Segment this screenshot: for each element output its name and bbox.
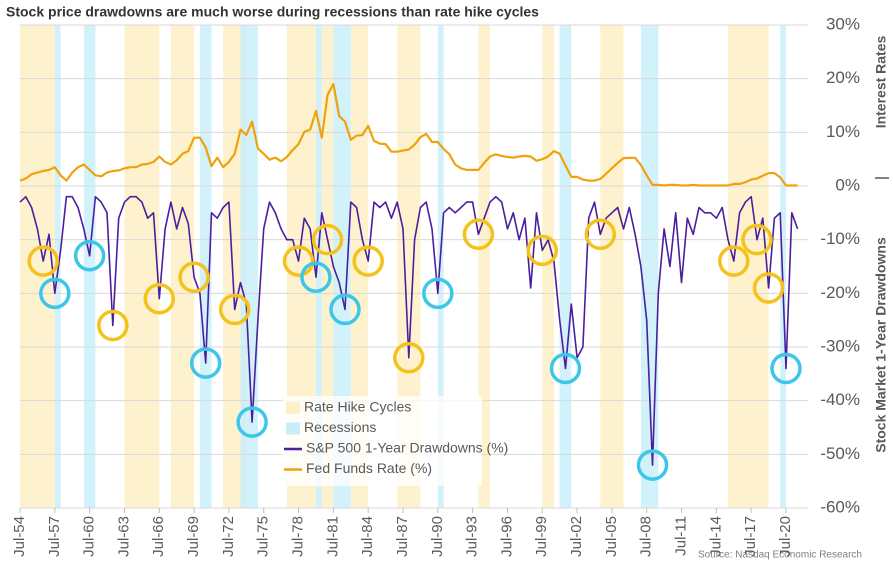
y-tick-label: -50%: [820, 444, 860, 463]
rate-hike-trough: [752, 272, 785, 304]
band: [437, 25, 444, 508]
rate-hike-trough: [462, 218, 495, 251]
chart-title: Stock price drawdowns are much worse dur…: [6, 4, 539, 20]
band: [640, 25, 659, 508]
y-axis-title: Interest Rates: [873, 35, 889, 128]
recession-trough: [329, 293, 361, 326]
legend-label: Fed Funds Rate (%): [306, 460, 432, 476]
y-tick-label: 20%: [826, 68, 860, 87]
x-tick-label: Jul-75: [255, 516, 272, 557]
legend-label: S&P 500 1-Year Drawdowns (%): [306, 440, 508, 456]
recession-trough: [770, 352, 802, 385]
band: [780, 25, 786, 508]
y-axis-title: Stock Market 1-Year Drawdowns: [873, 237, 889, 453]
legend-label: Recessions: [304, 419, 376, 435]
band: [315, 25, 322, 508]
rate-hike-trough: [143, 282, 176, 315]
y-tick-label: 30%: [826, 14, 860, 33]
x-tick-label: Jul-99: [533, 516, 550, 557]
x-tick-label: Jul-69: [185, 516, 202, 557]
rate-hike-trough: [352, 245, 384, 277]
x-tick-label: Jul-81: [324, 516, 341, 557]
x-tick-label: Jul-08: [638, 516, 655, 557]
band: [170, 25, 195, 508]
band: [559, 25, 572, 508]
band: [20, 25, 55, 508]
x-tick-label: Jul-72: [220, 516, 237, 557]
x-tick-label: Jul-66: [150, 516, 167, 557]
band: [333, 25, 351, 508]
y-tick-label: -10%: [820, 229, 860, 248]
legend-box: [282, 396, 482, 486]
recession-trough: [39, 277, 71, 310]
recession-trough: [189, 347, 222, 379]
x-tick-label: Jul-78: [290, 516, 307, 557]
series-line: [19, 82, 798, 187]
recession-trough: [549, 352, 582, 385]
band: [600, 25, 624, 508]
rate-hike-trough: [393, 341, 425, 374]
x-tick-label: Jul-96: [498, 516, 515, 557]
rate-hike-trough: [178, 261, 210, 293]
x-tick-label: Jul-20: [777, 516, 794, 557]
y-tick-label: 0%: [835, 175, 860, 194]
x-tick-label: Jul-05: [603, 516, 620, 557]
legend-swatch: [286, 402, 300, 414]
x-tick-label: Jul-02: [568, 516, 585, 557]
band: [199, 25, 212, 508]
band: [83, 25, 96, 508]
x-tick-label: Jul-57: [46, 516, 63, 557]
y-tick-label: -60%: [820, 497, 860, 516]
x-tick-label: Jul-60: [81, 516, 98, 557]
x-tick-label: Jul-93: [464, 516, 481, 557]
x-tick-label: Jul-17: [742, 516, 759, 557]
recession-trough: [236, 406, 268, 438]
x-tick-label: Jul-90: [429, 516, 446, 557]
rate-hike-trough: [27, 245, 59, 277]
y-tick-label: -20%: [820, 283, 860, 302]
recession-trough: [636, 449, 669, 481]
rate-hike-trough: [584, 218, 617, 251]
rate-hike-trough: [97, 309, 129, 342]
y-tick-label: 10%: [826, 122, 860, 141]
recession-trough: [422, 277, 454, 310]
band: [124, 25, 160, 508]
rate-hike-trough: [526, 234, 559, 267]
legend-label: Rate Hike Cycles: [304, 399, 411, 415]
x-tick-label: Jul-87: [394, 516, 411, 557]
source: Source: Nasdaq Economic Research: [698, 550, 862, 561]
x-tick-label: Jul-84: [359, 516, 376, 557]
y-tick-label: -30%: [820, 336, 860, 355]
band: [542, 25, 554, 508]
series-line: [19, 195, 799, 466]
x-tick-label: Jul-63: [115, 516, 132, 557]
x-tick-label: Jul-54: [11, 516, 28, 557]
band: [350, 25, 369, 508]
x-tick-label: Jul-14: [707, 516, 724, 557]
y-tick-label: -40%: [820, 390, 860, 409]
band: [321, 25, 334, 508]
rate-hike-trough: [282, 245, 315, 277]
band: [478, 25, 491, 508]
rate-hike-trough: [718, 245, 750, 277]
x-tick-label: Jul-11: [673, 516, 690, 556]
recession-trough: [73, 240, 106, 272]
rate-hike-trough: [741, 223, 773, 256]
rate-hike-trough: [218, 293, 251, 326]
rate-hike-trough: [311, 223, 344, 256]
recession-trough: [300, 261, 332, 293]
legend-swatch: [286, 422, 300, 435]
